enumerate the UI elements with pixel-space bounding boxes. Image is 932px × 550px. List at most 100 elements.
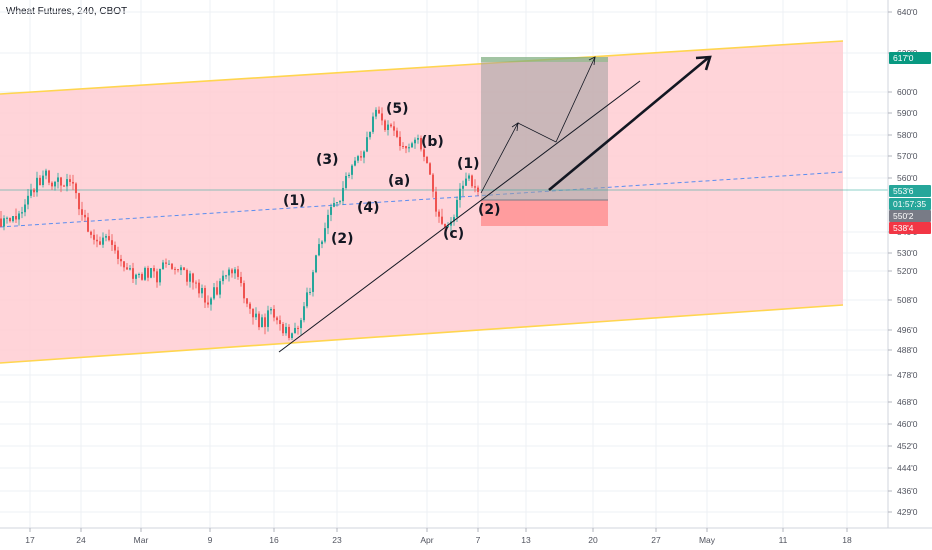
time-tick-label: 7 <box>476 535 481 545</box>
candle-body <box>465 178 467 186</box>
price-tag-label: 538'4 <box>893 223 914 233</box>
time-axis[interactable]: 17 24 Mar 9 16 23 Apr 7 13 20 27 May 11 18 <box>0 527 932 550</box>
candle-body <box>444 223 446 228</box>
candle-body <box>213 287 215 299</box>
candle-body <box>198 282 200 294</box>
candle-body <box>57 177 59 182</box>
candle-body <box>429 163 431 175</box>
candle-body <box>96 239 98 242</box>
candle-body <box>360 156 362 158</box>
candle-body <box>147 267 149 278</box>
candle-body <box>345 175 347 188</box>
candle-body <box>327 214 329 229</box>
time-tick-label: 24 <box>76 535 86 545</box>
candle-body <box>354 160 356 166</box>
candle-body <box>396 130 398 137</box>
candle-body <box>39 177 41 186</box>
candle-body <box>60 177 62 186</box>
candle-body <box>414 139 416 144</box>
candle-body <box>192 273 194 283</box>
candle-body <box>339 201 341 203</box>
price-tick-label: 496'0 <box>897 325 918 335</box>
price-tag-label: 550'2 <box>893 211 914 221</box>
price-tick-label: 570'0 <box>897 151 918 161</box>
channel-upper-edge <box>0 40 844 95</box>
candle-body <box>282 324 284 334</box>
wave-label: (c) <box>443 226 464 242</box>
candle-body <box>102 237 104 245</box>
candle-body <box>144 267 146 280</box>
time-tick-label: 16 <box>269 535 279 545</box>
time-tick-label: May <box>699 535 716 545</box>
time-tick-label: 23 <box>332 535 342 545</box>
time-tick-label: 27 <box>651 535 661 545</box>
candle-body <box>462 185 464 189</box>
wave-label: (2) <box>331 231 354 247</box>
candle-body <box>321 241 323 245</box>
candle-body <box>33 189 35 193</box>
candle-body <box>45 170 47 176</box>
candle-body <box>159 269 161 283</box>
price-tick-label: 429'0 <box>897 507 918 517</box>
candle-body <box>306 292 308 307</box>
candle-body <box>6 217 8 219</box>
candle-body <box>246 298 248 304</box>
candle-body <box>252 308 254 318</box>
candle-body <box>186 269 188 282</box>
candle-body <box>315 255 317 273</box>
wave-label: (4) <box>357 200 380 216</box>
candle-body <box>93 234 95 240</box>
candle-body <box>3 218 5 227</box>
candle-body <box>15 216 17 220</box>
candle-body <box>381 113 383 121</box>
candle-body <box>195 282 197 284</box>
price-tick-label: 508'0 <box>897 295 918 305</box>
candle-body <box>309 291 311 293</box>
main-target-arrowhead <box>695 55 712 71</box>
candle-body <box>420 138 422 150</box>
target-zone-top <box>481 57 608 62</box>
candle-body <box>36 177 38 193</box>
candle-body <box>177 269 179 271</box>
candle-body <box>372 116 374 132</box>
candle-body <box>105 236 107 238</box>
candle-body <box>312 272 314 292</box>
channel-fill <box>0 41 843 363</box>
target-zone <box>481 57 608 200</box>
price-tick-label: 640'0 <box>897 7 918 17</box>
candle-body <box>363 151 365 158</box>
support-trendline <box>278 80 641 353</box>
candle-body <box>138 274 140 276</box>
time-axis-bg <box>0 528 932 550</box>
price-tick-label: 468'0 <box>897 397 918 407</box>
candle-body <box>393 126 395 131</box>
price-tick-label: 460'0 <box>897 419 918 429</box>
candle-body <box>81 209 83 215</box>
candle-body <box>471 175 473 187</box>
candle-body <box>42 175 44 186</box>
candle-body <box>261 317 263 328</box>
price-axis[interactable]: 640'0620'0600'0590'0580'0570'0560'0540'0… <box>887 0 932 550</box>
main-target-arrow <box>548 56 709 192</box>
wave-label: (a) <box>388 173 410 189</box>
price-tick-label: 530'0 <box>897 248 918 258</box>
wave-label: (1) <box>283 193 306 209</box>
candle-body <box>75 183 77 194</box>
time-tick-label: 18 <box>842 535 852 545</box>
candle-body <box>135 274 137 279</box>
candle-body <box>447 225 449 228</box>
candle-body <box>117 250 119 259</box>
candle-body <box>303 306 305 321</box>
time-tick-label: 13 <box>521 535 531 545</box>
price-tag <box>889 52 931 64</box>
candle-body <box>12 216 14 222</box>
candle-body <box>51 182 53 187</box>
candle-body <box>90 231 92 235</box>
wave-label: (1) <box>457 156 480 172</box>
candle-body <box>270 308 272 311</box>
candle-body <box>24 204 26 213</box>
price-tick-label: 436'0 <box>897 486 918 496</box>
candle-body <box>318 244 320 256</box>
candle-body <box>438 211 440 217</box>
